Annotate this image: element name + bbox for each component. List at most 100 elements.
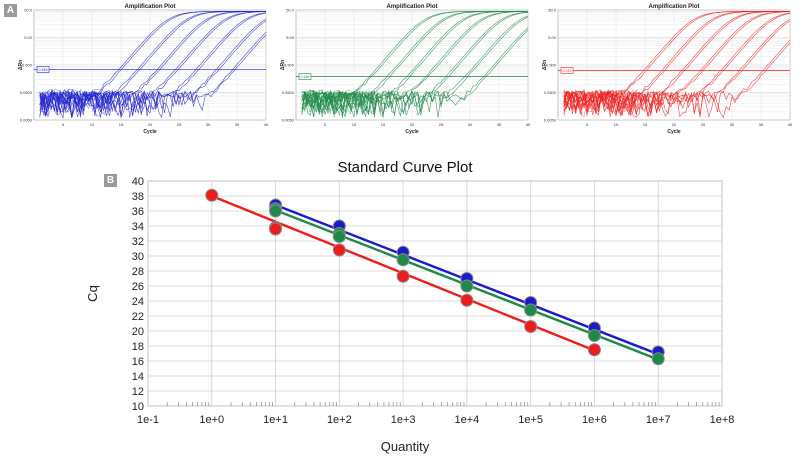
amp-curve xyxy=(301,11,528,118)
amp-x-axis-label: Cycle xyxy=(143,129,157,135)
std-y-tick-label: 14 xyxy=(132,371,144,383)
std-y-tick-label: 20 xyxy=(132,326,144,338)
amp-x-tick-label: 35 xyxy=(759,122,764,127)
amp-noise-trace xyxy=(301,89,376,117)
data-point-green xyxy=(332,230,346,243)
amp-x-tick-label: 20 xyxy=(672,122,677,127)
amp-y-tick-label: 0.0050 xyxy=(282,118,295,123)
amp-y-tick-label: 5.00 xyxy=(24,35,33,40)
amp-y-tick-label: 5.00 xyxy=(548,35,557,40)
amp-threshold-label: 0.315 xyxy=(563,69,572,73)
data-point-red xyxy=(524,320,538,333)
amp-y-tick-label: 0.0500 xyxy=(544,90,557,95)
std-y-tick-label: 36 xyxy=(132,206,144,218)
std-y-tick-label: 40 xyxy=(132,176,144,188)
amp-x-tick-label: 35 xyxy=(235,122,240,127)
amp-y-tick-label: 50.0 xyxy=(548,8,557,13)
amp-x-tick-label: 15 xyxy=(119,122,124,127)
data-point-green xyxy=(524,303,538,317)
amp-x-tick-label: 25 xyxy=(439,122,444,127)
std-x-tick-label: 1e-1 xyxy=(137,414,159,426)
amp-threshold-box xyxy=(36,66,50,73)
amp-y-tick-label: 0.0500 xyxy=(282,90,295,95)
std-y-tick-label: 26 xyxy=(132,281,144,293)
data-point-red xyxy=(460,293,474,307)
amp-x-tick-label: 30 xyxy=(206,122,211,127)
data-point-red xyxy=(332,243,346,257)
amp-y-axis-label: ΔRn xyxy=(280,60,286,70)
amp-noise-trace xyxy=(563,89,638,118)
amp-x-tick-label: 40 xyxy=(264,122,269,127)
amp-y-tick-label: 0.0050 xyxy=(544,118,557,123)
std-x-tick-label: 1e+6 xyxy=(582,414,607,426)
amp-title: Amplification Plot xyxy=(649,4,700,10)
std-y-tick-label: 38 xyxy=(132,191,144,203)
amp-x-axis-label: Cycle xyxy=(667,129,681,135)
amp-curve xyxy=(39,11,266,116)
data-point-green xyxy=(460,279,474,293)
amp-x-tick-label: 20 xyxy=(410,122,415,127)
std-y-tick-label: 10 xyxy=(132,401,144,413)
amp-curve xyxy=(39,32,267,117)
amp-x-tick-label: 40 xyxy=(788,122,793,127)
amp-x-tick-label: 5 xyxy=(586,122,589,127)
amplification-plot-red: Amplification Plot 0.0050 0.0500 0.500 5.00 5… xyxy=(542,4,793,135)
std-x-tick-label: 1e+0 xyxy=(199,414,224,426)
amp-noise-trace xyxy=(563,89,638,112)
amp-noise-trace xyxy=(301,88,375,115)
std-x-tick-label: 1e+2 xyxy=(327,414,352,426)
std-x-tick-label: 1e+5 xyxy=(518,414,543,426)
amp-y-tick-label: 0.500 xyxy=(22,63,33,68)
amp-y-tick-label: 0.0500 xyxy=(20,90,33,95)
panel-a-badge: A xyxy=(4,4,17,17)
data-point-green xyxy=(396,253,410,267)
amp-noise-trace xyxy=(39,89,113,117)
std-y-tick-label: 16 xyxy=(132,356,144,368)
amp-y-tick-label: 0.0050 xyxy=(20,118,33,123)
std-plot-frame xyxy=(147,180,723,407)
std-x-tick-label: 1e+7 xyxy=(646,414,671,426)
amp-threshold-box xyxy=(298,73,312,80)
amp-noise-trace xyxy=(39,88,114,112)
amplification-plot-blue: Amplification Plot 0.0050 0.0500 0.500 5.00 5… xyxy=(18,4,269,135)
amp-x-tick-label: 15 xyxy=(643,122,648,127)
panel-b-badge: B xyxy=(104,174,117,187)
amp-x-tick-label: 15 xyxy=(381,122,386,127)
data-point-red xyxy=(396,269,410,283)
std-x-tick-label: 1e+3 xyxy=(391,414,416,426)
amp-y-axis-label: ΔRn xyxy=(542,60,548,70)
std-y-tick-label: 34 xyxy=(132,221,144,233)
amp-x-axis-label: Cycle xyxy=(405,129,419,135)
amp-x-tick-label: 10 xyxy=(614,122,619,127)
data-point-red xyxy=(269,222,283,236)
amp-curve xyxy=(301,30,529,118)
amp-y-tick-label: 50.0 xyxy=(24,8,33,13)
amp-title: Amplification Plot xyxy=(125,4,176,10)
std-y-tick-label: 22 xyxy=(132,311,144,323)
data-point-red xyxy=(587,343,601,357)
amp-threshold-box xyxy=(560,67,574,74)
amp-curve xyxy=(39,11,266,119)
amp-y-tick-label: 50.0 xyxy=(286,8,295,13)
std-y-tick-label: 32 xyxy=(132,236,144,248)
amp-noise-trace xyxy=(301,89,376,115)
std-y-tick-label: 30 xyxy=(132,251,144,263)
amp-noise-trace xyxy=(563,90,638,114)
amp-x-tick-label: 40 xyxy=(526,122,531,127)
amp-curve xyxy=(301,27,529,117)
amp-noise-trace xyxy=(301,89,376,112)
amp-x-tick-label: 25 xyxy=(177,122,182,127)
amp-x-tick-label: 20 xyxy=(148,122,153,127)
std-x-tick-label: 1e+8 xyxy=(710,414,735,426)
amp-noise-trace xyxy=(563,89,637,114)
amp-x-tick-label: 5 xyxy=(62,122,65,127)
amp-threshold-label: 0.345 xyxy=(39,68,48,72)
amplification-plot-green: Amplification Plot 0.0050 0.0500 0.500 5.00 5… xyxy=(280,4,531,135)
amp-x-tick-label: 10 xyxy=(90,122,95,127)
amp-curve xyxy=(39,20,267,118)
data-point-green xyxy=(587,329,601,342)
amp-threshold-label: 0.189 xyxy=(301,75,310,79)
std-y-axis-label: Cq xyxy=(85,285,100,302)
std-x-tick-label: 1e+4 xyxy=(454,414,479,426)
std-y-tick-label: 28 xyxy=(132,266,144,278)
